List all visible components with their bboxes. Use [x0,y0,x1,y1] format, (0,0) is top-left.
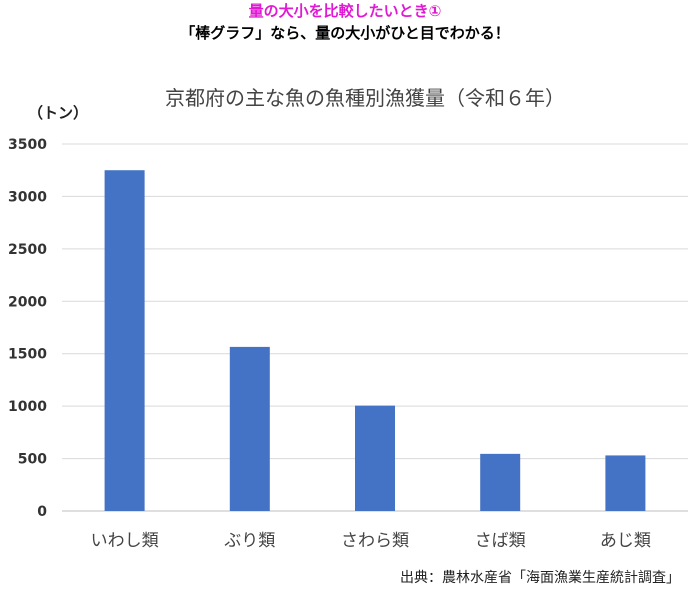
bar-1 [104,170,145,511]
y-tick-label: 3000 [8,189,47,205]
gridlines [62,143,688,512]
y-tick-label: 3500 [8,137,47,153]
headline-primary: 量の大小を比較したいとき① [248,2,442,20]
bars [104,170,646,511]
y-tick-label: 1000 [8,399,47,415]
x-axis-labels: いわし類 ぶり類 さわら類 さば類 あじ類 [91,531,651,551]
y-axis-unit-label: （トン） [28,104,88,122]
bar-5 [605,455,646,511]
source-note: 出典：農林水産省「海面漁業生産統計調査」 [400,570,680,586]
x-category-label: いわし類 [91,531,159,551]
bar-3 [355,405,395,511]
x-category-label: さわら類 [341,531,409,551]
y-tick-label: 2000 [8,294,47,310]
x-category-label: あじ類 [600,531,651,551]
y-axis-ticks: 0 500 1000 1500 2000 2500 3000 3500 [8,137,47,520]
headline-secondary: 「棒グラフ」なら、量の大小がひと目でわかる！ [180,24,510,42]
bar-2 [229,346,270,511]
y-tick-label: 2500 [8,242,47,258]
y-tick-label: 500 [18,452,47,468]
x-category-label: ぶり類 [224,531,275,551]
chart-title: 京都府の主な魚の魚種別漁獲量（令和６年） [165,86,565,110]
bar-4 [480,453,521,511]
y-tick-label: 0 [37,504,47,520]
y-tick-label: 1500 [8,347,47,363]
x-category-label: さば類 [475,531,526,551]
